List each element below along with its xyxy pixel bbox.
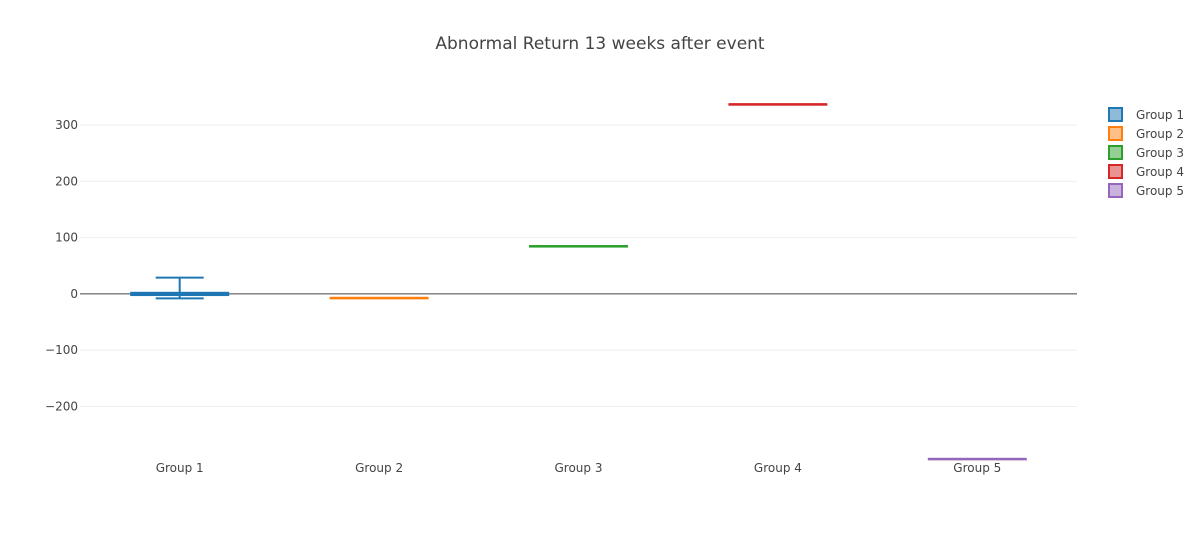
box-2: [329, 296, 429, 300]
y-tick-label: 100: [55, 231, 78, 245]
legend-item[interactable]: Group 1: [1108, 105, 1184, 124]
x-tick-label: Group 1: [156, 461, 204, 475]
box-5: [927, 457, 1027, 461]
x-tick-label: Group 5: [953, 461, 1001, 475]
legend-label: Group 2: [1136, 126, 1184, 141]
y-tick-label: −100: [45, 343, 78, 357]
legend-swatch: [1108, 145, 1123, 160]
legend-item[interactable]: Group 2: [1108, 124, 1184, 143]
legend-item[interactable]: Group 3: [1108, 143, 1184, 162]
y-tick-label: 300: [55, 118, 78, 132]
y-tick-label: −200: [45, 400, 78, 414]
y-tick-label: 0: [70, 287, 78, 301]
box-3: [529, 245, 628, 248]
legend-swatch: [1108, 107, 1123, 122]
x-tick-label: Group 3: [555, 461, 603, 475]
chart-title: Abnormal Return 13 weeks after event: [435, 34, 765, 54]
legend-item[interactable]: Group 4: [1108, 162, 1184, 181]
legend-item[interactable]: Group 5: [1108, 181, 1184, 200]
y-tick-label: 200: [55, 174, 78, 188]
legend: Group 1 Group 2 Group 3 Group 4 Group 5: [1108, 105, 1184, 200]
legend-swatch: [1108, 164, 1123, 179]
box-1: [130, 276, 230, 300]
x-tick-label: Group 4: [754, 461, 802, 475]
legend-label: Group 1: [1136, 107, 1184, 122]
legend-label: Group 4: [1136, 164, 1184, 179]
legend-swatch: [1108, 126, 1123, 141]
box-4: [728, 103, 828, 106]
legend-label: Group 3: [1136, 145, 1184, 160]
x-tick-label: Group 2: [355, 461, 403, 475]
legend-label: Group 5: [1136, 183, 1184, 198]
legend-swatch: [1108, 183, 1123, 198]
